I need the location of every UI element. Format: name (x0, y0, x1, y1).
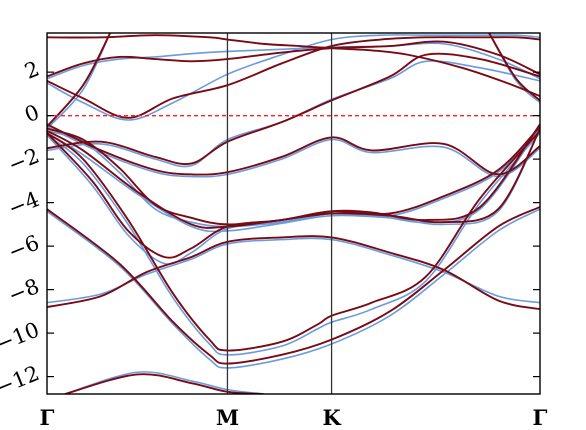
plot-area (47, 33, 540, 394)
k-point-label: K (322, 405, 341, 430)
band-line-2-10 (47, 36, 540, 119)
band-line-1-3 (47, 126, 540, 265)
y-tick-label: −4 (5, 187, 43, 221)
band-line-1-7 (47, 132, 540, 356)
y-tick-label: −8 (5, 274, 43, 308)
band-line-1-2 (47, 128, 540, 228)
k-point-label: Γ (40, 405, 55, 430)
band-series-1 (47, 33, 540, 394)
band-series-2 (47, 33, 540, 394)
band-line-1-4 (47, 60, 540, 168)
band-line-1-1 (47, 128, 540, 233)
band-line-2-14 (47, 34, 540, 97)
band-line-1-6 (47, 237, 540, 304)
band-line-1-5 (47, 125, 540, 178)
band-line-2-7 (47, 130, 540, 352)
band-line-2-4 (47, 52, 540, 166)
y-tick-label: −12 (0, 361, 43, 400)
k-point-label: Γ (533, 405, 548, 430)
band-line-2-9 (47, 40, 540, 78)
band-line-2-8 (47, 206, 540, 365)
band-line-2-3 (47, 123, 540, 259)
band-line-2-13 (64, 373, 264, 394)
y-tick-label: −10 (0, 317, 43, 356)
k-point-label: M (216, 405, 239, 430)
y-tick-label: −2 (5, 144, 43, 178)
y-tick-label: 0 (21, 100, 42, 127)
band-line-1-8 (47, 208, 540, 369)
band-line-1-10 (47, 34, 540, 121)
y-tick-label: −6 (5, 230, 43, 264)
band-line-1-11 (47, 33, 111, 130)
band-line-2-5 (47, 123, 540, 176)
plot-frame (46, 32, 541, 395)
axes: −12 −10 −8 −6 −4 −2 0 2 Γ M K Γ (0, 32, 548, 430)
band-line-2-12 (488, 33, 540, 102)
band-line-2-11 (47, 33, 112, 128)
y-tick-label: 2 (21, 57, 42, 84)
band-line-1-9 (47, 42, 540, 80)
band-line-2-6 (47, 235, 540, 311)
band-line-1-13 (64, 371, 264, 394)
